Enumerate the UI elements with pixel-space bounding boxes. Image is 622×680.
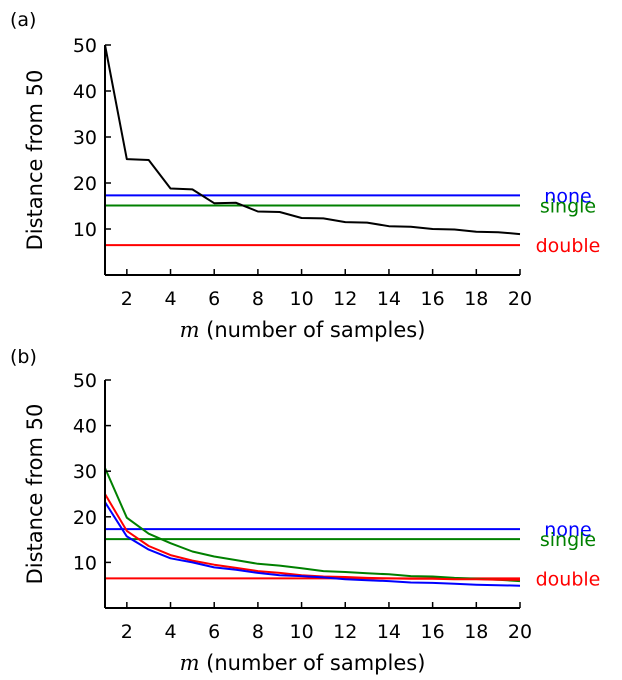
x-tick-label: 4 xyxy=(164,621,176,643)
y-tick-label: 30 xyxy=(73,461,97,483)
panel-label: (b) xyxy=(10,346,37,368)
y-tick-label: 40 xyxy=(73,416,97,438)
x-tick-label: 18 xyxy=(464,288,488,310)
series-line-1 xyxy=(104,493,520,581)
x-axis-label: m (number of samples) xyxy=(180,651,426,675)
hline-label-none: none xyxy=(544,519,591,541)
y-tick-label: 10 xyxy=(73,552,97,574)
series-line-0 xyxy=(104,44,521,236)
x-tick-label: 14 xyxy=(377,288,401,310)
x-tick-label: 18 xyxy=(464,621,488,643)
y-tick-label: 20 xyxy=(73,173,97,195)
hline-label-single: single xyxy=(540,196,596,218)
x-axis-label-variable: m xyxy=(180,318,200,342)
y-tick-label: 40 xyxy=(73,81,97,103)
series-line-2 xyxy=(104,501,521,587)
y-axis-label: Distance from 50 xyxy=(23,70,47,251)
y-tick-label: 10 xyxy=(73,219,97,241)
x-tick-label: 20 xyxy=(508,621,532,643)
hline-label-single: single xyxy=(540,529,596,551)
x-tick-label: 12 xyxy=(333,288,357,310)
x-tick-label: 8 xyxy=(252,621,264,643)
x-axis-label-variable: m xyxy=(180,651,200,675)
y-axis-label: Distance from 50 xyxy=(23,404,47,585)
x-tick-label: 12 xyxy=(333,621,357,643)
y-tick-label: 30 xyxy=(73,127,97,149)
y-tick-label: 20 xyxy=(73,507,97,529)
hline-label-double: double xyxy=(536,568,601,590)
x-tick-label: 6 xyxy=(208,288,220,310)
x-tick-label: 16 xyxy=(421,288,445,310)
x-tick-label: 16 xyxy=(421,621,445,643)
x-tick-label: 10 xyxy=(289,288,313,310)
hline-label-double: double xyxy=(536,235,601,257)
x-tick-label: 6 xyxy=(208,621,220,643)
x-tick-label: 2 xyxy=(121,288,133,310)
x-tick-label: 20 xyxy=(508,288,532,310)
x-tick-label: 14 xyxy=(377,621,401,643)
x-axis-label-text: (number of samples) xyxy=(200,318,426,342)
x-axis-label: m (number of samples) xyxy=(180,318,426,342)
hline-label-none: none xyxy=(544,185,591,207)
panel-label: (a) xyxy=(10,9,36,31)
x-tick-label: 2 xyxy=(121,621,133,643)
x-tick-label: 8 xyxy=(252,288,264,310)
y-tick-label: 50 xyxy=(73,35,97,57)
y-tick-label: 50 xyxy=(73,370,97,392)
x-tick-label: 10 xyxy=(289,621,313,643)
x-tick-label: 4 xyxy=(164,288,176,310)
x-axis-label-text: (number of samples) xyxy=(200,651,426,675)
series-line-0 xyxy=(104,467,521,583)
